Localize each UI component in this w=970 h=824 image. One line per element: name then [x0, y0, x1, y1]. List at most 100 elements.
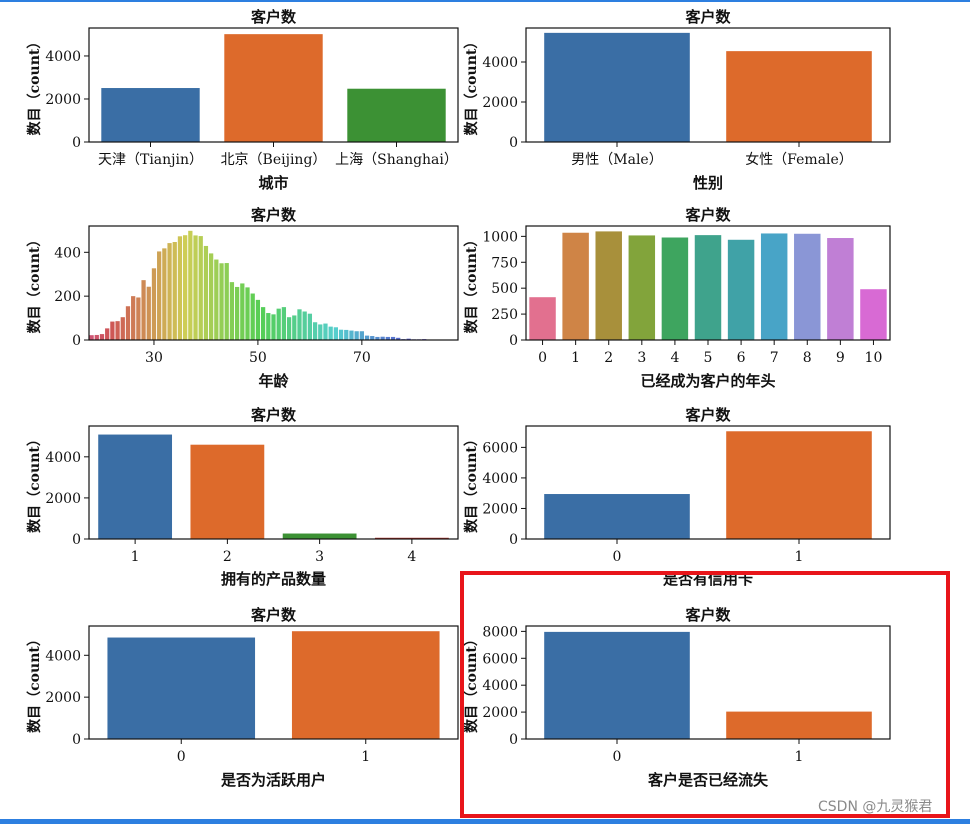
bar: [229, 282, 235, 340]
y-tick-label: 2000: [482, 501, 518, 517]
bar: [390, 336, 396, 340]
bar: [89, 335, 94, 340]
x-tick-label: 8: [803, 350, 812, 366]
x-axis-label: 城市: [258, 174, 288, 192]
bar: [370, 336, 375, 340]
chart-title: 客户数: [684, 8, 731, 26]
x-tick-label: 9: [836, 350, 845, 366]
bar: [375, 336, 380, 340]
bar: [727, 239, 755, 340]
y-tick-label: 4000: [482, 678, 518, 694]
y-tick-label: 1000: [482, 229, 518, 245]
y-tick-label: 0: [72, 135, 81, 151]
x-axis-label: 性别: [693, 174, 723, 192]
bar: [286, 317, 292, 340]
y-tick-label: 0: [509, 532, 518, 548]
x-tick-label: 0: [613, 749, 622, 765]
y-tick-label: 2000: [45, 92, 81, 108]
bar: [529, 297, 556, 340]
bar: [544, 32, 690, 142]
bar: [193, 235, 198, 340]
plot-frame: [88, 425, 459, 540]
y-axis-label: 数目（count）: [463, 35, 480, 136]
bar: [198, 236, 203, 340]
x-tick-label: 3: [315, 549, 324, 565]
x-tick-label: 2: [604, 350, 613, 366]
bar: [318, 324, 323, 340]
bar: [276, 308, 281, 340]
x-tick-label: 北京（Beijing）: [221, 152, 327, 168]
plot-frame: [88, 625, 459, 740]
bar: [240, 283, 245, 340]
bar: [271, 314, 276, 340]
bar: [281, 307, 287, 340]
bar: [359, 331, 364, 340]
y-tick-label: 4000: [45, 648, 81, 664]
bar: [661, 237, 689, 340]
bar: [167, 243, 172, 340]
x-tick-label: 0: [177, 749, 186, 765]
y-tick-label: 0: [509, 333, 518, 349]
bar: [726, 431, 872, 539]
chart-title: 客户数: [250, 606, 297, 624]
plot-frame: [88, 225, 459, 341]
bar: [385, 336, 390, 340]
y-tick-label: 400: [54, 245, 81, 261]
bar: [190, 444, 265, 539]
bar: [98, 434, 173, 539]
bar: [245, 287, 250, 340]
chart-1: 0 2000 4000 天津（Tianjin） 北京（Beijing） 上海（Shangh…: [26, 8, 459, 192]
x-tick-label: 1: [795, 549, 804, 565]
bar: [364, 335, 370, 340]
bar: [794, 233, 821, 340]
y-tick-label: 2000: [45, 491, 81, 507]
bar: [151, 268, 157, 340]
x-tick-label: 10: [865, 350, 883, 366]
bar: [224, 34, 323, 142]
bar: [312, 322, 318, 340]
bar: [120, 317, 125, 340]
bottom-border: [0, 819, 970, 824]
y-tick-label: 0: [72, 532, 81, 548]
bar: [354, 331, 359, 340]
bar: [101, 88, 200, 142]
y-tick-label: 6000: [482, 440, 518, 456]
y-tick-label: 2000: [482, 705, 518, 721]
bar: [125, 306, 131, 340]
y-tick-label: 250: [491, 307, 518, 323]
bar: [562, 232, 589, 340]
x-tick-label: 5: [704, 350, 713, 366]
y-tick-label: 4000: [45, 49, 81, 65]
bar: [544, 494, 690, 539]
bar: [250, 293, 255, 340]
bar: [188, 230, 193, 340]
bar: [349, 330, 354, 340]
bar: [260, 307, 266, 340]
y-tick-label: 750: [491, 255, 518, 271]
bar: [219, 263, 224, 340]
x-tick-label: 1: [361, 749, 370, 765]
bar: [297, 309, 302, 340]
y-tick-label: 500: [491, 281, 518, 297]
bar: [131, 296, 136, 340]
bar: [234, 286, 240, 340]
bar: [162, 248, 167, 340]
bar: [177, 236, 183, 340]
x-tick-label: 6: [737, 350, 746, 366]
x-axis-label: 是否为活跃用户: [220, 771, 326, 789]
bar: [323, 323, 328, 340]
bar: [203, 245, 209, 340]
bar: [374, 537, 449, 539]
watermark: CSDN @九灵猴君: [818, 799, 933, 815]
bar: [406, 338, 411, 340]
y-axis-label: 数目（count）: [26, 233, 43, 334]
bar: [255, 299, 261, 340]
bar: [726, 711, 872, 739]
x-tick-label: 上海（Shanghai）: [335, 152, 458, 168]
chart-title: 客户数: [250, 406, 297, 424]
bar: [827, 238, 854, 340]
